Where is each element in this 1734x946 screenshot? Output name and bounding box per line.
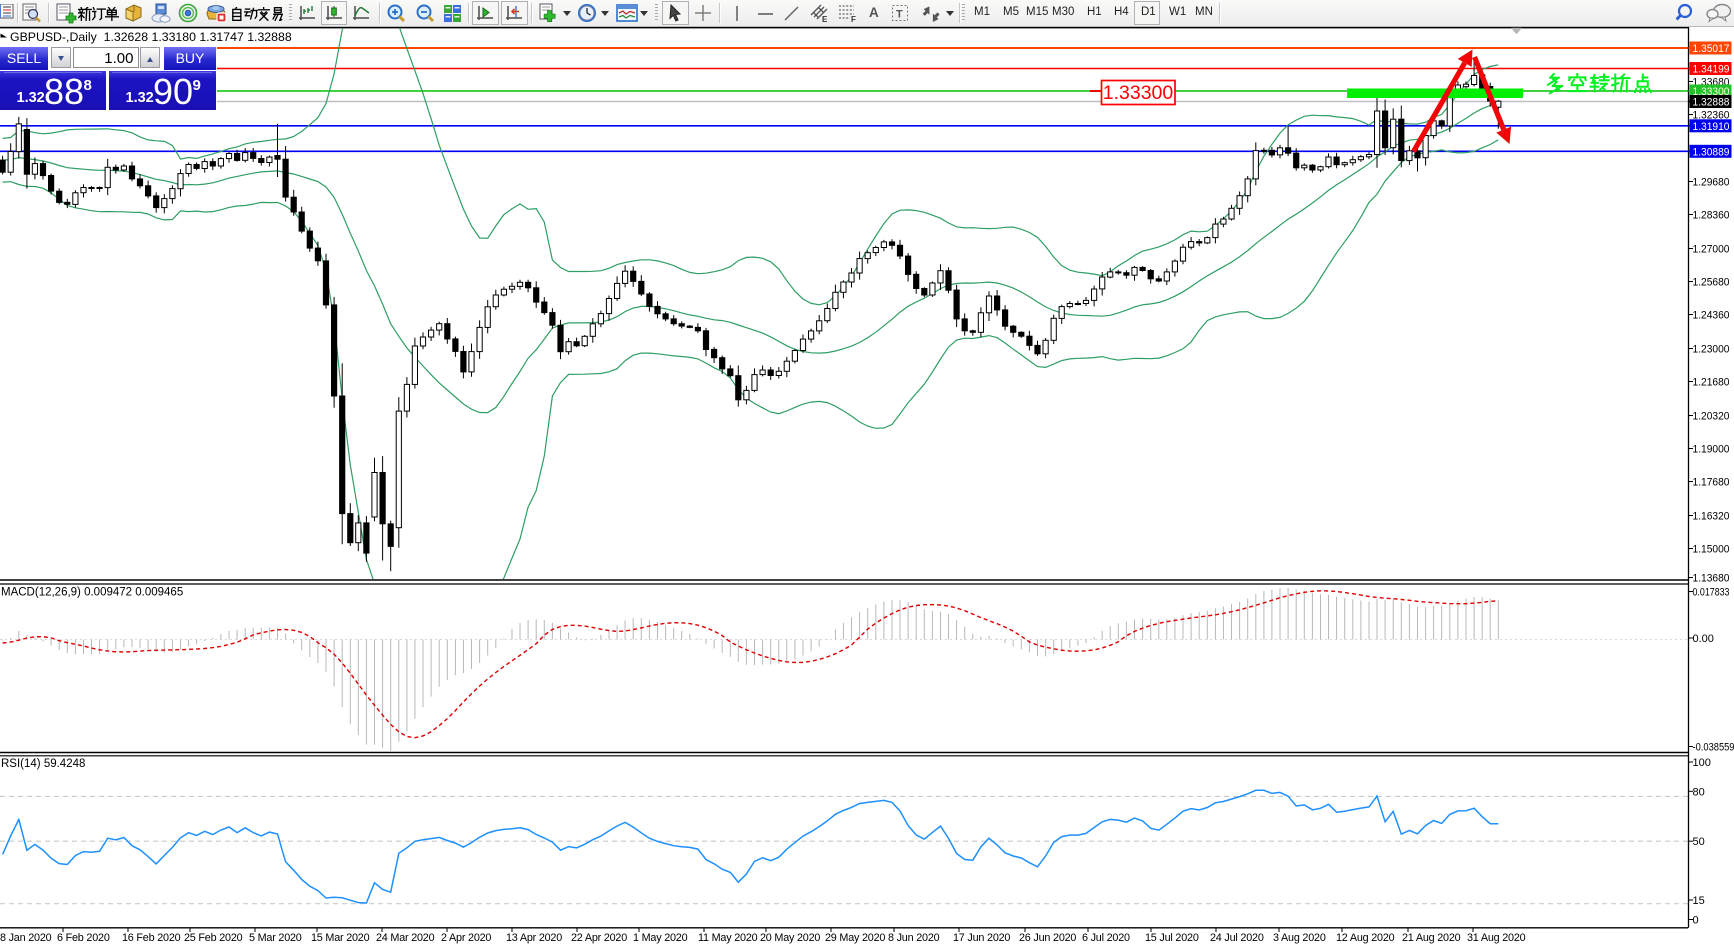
svg-text:50: 50 [1693, 836, 1705, 848]
svg-text:6 Feb 2020: 6 Feb 2020 [57, 932, 110, 944]
svg-text:25 Feb 2020: 25 Feb 2020 [184, 932, 243, 944]
svg-text:1.35017: 1.35017 [1693, 43, 1730, 55]
svg-text:5 Mar 2020: 5 Mar 2020 [249, 932, 302, 944]
svg-text:1.13680: 1.13680 [1693, 573, 1730, 585]
svg-text:T: T [896, 9, 903, 21]
svg-text:17 Jun 2020: 17 Jun 2020 [953, 932, 1010, 944]
svg-text:1.16320: 1.16320 [1693, 511, 1730, 523]
svg-text:11 May 2020: 11 May 2020 [698, 932, 758, 944]
svg-text:100: 100 [1693, 757, 1711, 769]
svg-text:1.32360: 1.32360 [1693, 110, 1730, 122]
svg-text:12 Aug 2020: 12 Aug 2020 [1336, 932, 1395, 944]
svg-text:29 May 2020: 29 May 2020 [825, 932, 885, 944]
svg-text:3 Aug 2020: 3 Aug 2020 [1273, 932, 1326, 944]
svg-text:1.29680: 1.29680 [1693, 177, 1730, 189]
svg-text:26 Jun 2020: 26 Jun 2020 [1019, 932, 1076, 944]
svg-text:8 Jan 2020: 8 Jan 2020 [0, 932, 52, 944]
svg-text:6 Jul 2020: 6 Jul 2020 [1082, 932, 1130, 944]
svg-text:2 Apr 2020: 2 Apr 2020 [441, 932, 491, 944]
svg-text:1.27000: 1.27000 [1693, 244, 1730, 256]
svg-text:0.017833: 0.017833 [1693, 587, 1730, 599]
svg-text:0: 0 [1693, 915, 1699, 927]
svg-text:1.28360: 1.28360 [1693, 210, 1730, 222]
svg-text:1.24360: 1.24360 [1693, 310, 1730, 322]
svg-text:1.25680: 1.25680 [1693, 277, 1730, 289]
svg-text:1.15000: 1.15000 [1693, 544, 1730, 556]
svg-text:8 Jun 2020: 8 Jun 2020 [888, 932, 940, 944]
svg-text:1.34199: 1.34199 [1693, 64, 1730, 76]
svg-text:13 Apr 2020: 13 Apr 2020 [506, 932, 562, 944]
svg-text:15: 15 [1693, 895, 1705, 907]
svg-text:21 Aug 2020: 21 Aug 2020 [1402, 932, 1461, 944]
svg-text:MACD(12,26,9) 0.009472 0.00946: MACD(12,26,9) 0.009472 0.009465 [1, 587, 183, 599]
svg-text:15 Mar 2020: 15 Mar 2020 [311, 932, 370, 944]
svg-text:1.33300: 1.33300 [1103, 82, 1174, 104]
svg-text:1.19000: 1.19000 [1693, 444, 1730, 456]
svg-text:GBPUSD-,Daily 1.32628 1.33180: GBPUSD-,Daily 1.32628 1.33180 1.31747 1.… [10, 30, 292, 44]
svg-text:24 Jul 2020: 24 Jul 2020 [1210, 932, 1264, 944]
svg-text:1 May 2020: 1 May 2020 [633, 932, 688, 944]
svg-text:1.31910: 1.31910 [1693, 121, 1730, 133]
svg-text:31 Aug 2020: 31 Aug 2020 [1467, 932, 1526, 944]
svg-text:24 Mar 2020: 24 Mar 2020 [376, 932, 435, 944]
svg-text:1.23000: 1.23000 [1693, 344, 1730, 356]
svg-text:RSI(14) 59.4248: RSI(14) 59.4248 [1, 758, 85, 770]
svg-text:15 Jul 2020: 15 Jul 2020 [1145, 932, 1199, 944]
svg-text:1.20320: 1.20320 [1693, 411, 1730, 423]
svg-text:1.17680: 1.17680 [1693, 477, 1730, 489]
svg-text:1.32888: 1.32888 [1693, 97, 1730, 109]
svg-text:1.30889: 1.30889 [1693, 146, 1730, 158]
svg-text:0.00: 0.00 [1693, 633, 1714, 645]
svg-text:20 May 2020: 20 May 2020 [760, 932, 820, 944]
svg-text:E: E [822, 15, 828, 23]
svg-text:-0.038559: -0.038559 [1693, 742, 1734, 754]
svg-text:F: F [851, 15, 856, 23]
svg-text:80: 80 [1693, 786, 1705, 798]
svg-text:16 Feb 2020: 16 Feb 2020 [122, 932, 181, 944]
svg-text:22 Apr 2020: 22 Apr 2020 [571, 932, 627, 944]
svg-text:1.21680: 1.21680 [1693, 377, 1730, 389]
